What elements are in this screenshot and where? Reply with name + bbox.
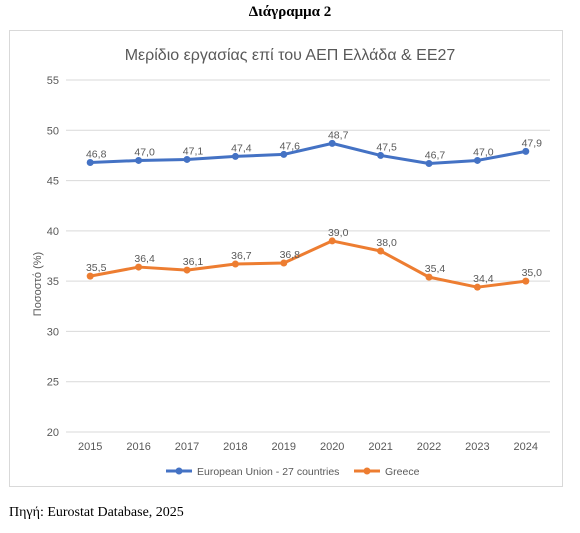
data-point-eu — [377, 151, 385, 159]
data-point-greece — [377, 247, 385, 255]
legend-marker-eu — [175, 467, 183, 475]
source-note: Πηγή: Eurostat Database, 2025 — [9, 505, 184, 520]
y-tick-label: 50 — [47, 125, 59, 137]
data-label-eu: 46,8 — [86, 148, 107, 160]
data-point-eu — [135, 156, 143, 164]
data-label-greece: 34,4 — [473, 273, 494, 285]
x-tick-label: 2019 — [272, 441, 296, 453]
data-point-eu — [328, 139, 336, 147]
data-point-eu — [86, 158, 94, 166]
series-line-greece — [89, 239, 526, 289]
data-label-greece: 36,4 — [134, 253, 155, 265]
data-point-greece — [522, 277, 530, 285]
data-label-eu: 47,4 — [231, 142, 252, 154]
y-tick-label: 20 — [47, 427, 59, 439]
y-tick-label: 30 — [47, 326, 59, 338]
data-label-greece: 35,4 — [425, 263, 446, 275]
data-label-greece: 38,0 — [376, 237, 397, 249]
data-point-eu — [183, 155, 191, 163]
line-chart: Μερίδιο εργασίας επί του ΑΕΠ Ελλάδα & ΕΕ… — [32, 47, 550, 478]
data-point-greece — [473, 283, 481, 291]
data-point-greece — [135, 263, 143, 271]
x-tick-label: 2018 — [223, 441, 247, 453]
data-label-greece: 36,7 — [231, 250, 252, 262]
data-label-eu: 48,7 — [328, 129, 349, 141]
y-tick-label: 45 — [47, 176, 59, 188]
data-label-eu: 47,0 — [134, 146, 155, 158]
data-label-greece: 36,8 — [280, 249, 301, 261]
data-point-eu — [231, 152, 239, 160]
chart-container: Μερίδιο εργασίας επί του ΑΕΠ Ελλάδα & ΕΕ… — [9, 30, 563, 487]
legend-marker-greece — [363, 467, 371, 475]
x-tick-label: 2017 — [175, 441, 199, 453]
x-tick-label: 2023 — [465, 441, 489, 453]
data-point-greece — [425, 273, 433, 281]
data-label-greece: 35,0 — [522, 267, 543, 279]
data-label-eu: 46,7 — [425, 149, 446, 161]
x-tick-label: 2024 — [514, 441, 538, 453]
legend-label-greece: Greece — [385, 466, 420, 478]
data-label-eu: 47,6 — [280, 140, 301, 152]
data-point-greece — [328, 237, 336, 245]
figure-heading: Διάγραμμα 2 — [248, 4, 332, 20]
y-axis-label: Ποσοστό (%) — [32, 252, 44, 316]
series-line-eu — [90, 141, 527, 165]
data-point-eu — [425, 159, 433, 167]
data-point-eu — [473, 156, 481, 164]
data-label-greece: 35,5 — [86, 262, 107, 274]
data-label-eu: 47,5 — [376, 141, 397, 153]
data-label-eu: 47,1 — [183, 145, 204, 157]
y-tick-label: 55 — [47, 75, 59, 87]
data-point-greece — [280, 259, 288, 267]
data-label-greece: 39,0 — [328, 227, 349, 239]
data-point-eu — [522, 147, 530, 155]
x-tick-label: 2022 — [417, 441, 441, 453]
x-tick-label: 2020 — [320, 441, 344, 453]
legend-label-eu: European Union - 27 countries — [197, 466, 339, 478]
y-tick-label: 35 — [47, 276, 59, 288]
data-label-eu: 47,0 — [473, 146, 494, 158]
data-label-eu: 47,9 — [522, 137, 543, 149]
y-tick-label: 40 — [47, 226, 59, 238]
y-tick-label: 25 — [47, 377, 59, 389]
chart-title: Μερίδιο εργασίας επί του ΑΕΠ Ελλάδα & ΕΕ… — [125, 47, 456, 64]
x-tick-label: 2021 — [368, 441, 392, 453]
data-label-greece: 36,1 — [183, 256, 204, 268]
x-tick-label: 2016 — [126, 441, 150, 453]
data-point-greece — [183, 266, 191, 274]
x-tick-label: 2015 — [78, 441, 102, 453]
data-point-eu — [280, 150, 288, 158]
data-point-greece — [231, 260, 239, 268]
data-point-greece — [86, 272, 94, 280]
